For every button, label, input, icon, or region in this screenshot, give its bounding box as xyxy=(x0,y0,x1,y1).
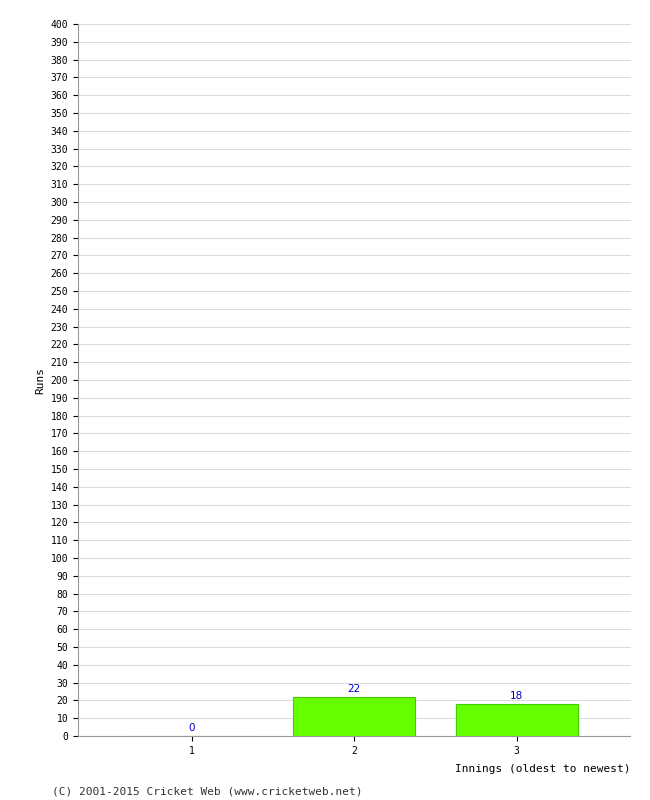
Text: 0: 0 xyxy=(188,723,195,734)
Y-axis label: Runs: Runs xyxy=(35,366,45,394)
X-axis label: Innings (oldest to newest): Innings (oldest to newest) xyxy=(455,765,630,774)
Text: 22: 22 xyxy=(348,684,361,694)
Bar xyxy=(456,704,578,736)
Bar xyxy=(293,697,415,736)
Text: (C) 2001-2015 Cricket Web (www.cricketweb.net): (C) 2001-2015 Cricket Web (www.cricketwe… xyxy=(52,786,363,796)
Text: 18: 18 xyxy=(510,691,523,702)
